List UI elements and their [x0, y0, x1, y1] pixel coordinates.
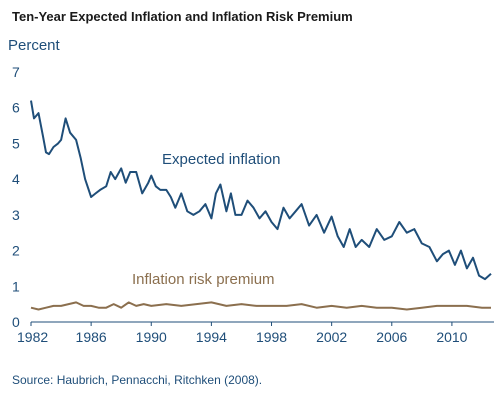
x-tick-label: 2006: [376, 329, 407, 345]
series-line-inflation-risk-premium: [30, 301, 491, 311]
x-tick-label: 1998: [256, 329, 287, 345]
x-tick-label: 2010: [436, 329, 467, 345]
x-axis-ticks: 1982 1986 1990 1994 1998 2002 2006 2010: [17, 322, 468, 345]
x-tick-label: 1990: [136, 329, 167, 345]
series-line-expected-inflation: [30, 100, 492, 281]
y-tick-label: 1: [12, 278, 20, 294]
x-tick-label: 1994: [196, 329, 227, 345]
x-tick-label: 1986: [76, 329, 107, 345]
y-tick-label: 4: [12, 171, 20, 187]
series-label-inflation-risk-premium: Inflation risk premium: [132, 271, 275, 288]
series-label-expected-inflation: Expected inflation: [162, 151, 280, 168]
source-note: Source: Haubrich, Pennacchi, Ritchken (2…: [12, 373, 262, 387]
y-tick-label: 0: [12, 314, 20, 330]
y-axis-unit-label: Percent: [8, 37, 61, 54]
x-tick-label: 2002: [316, 329, 347, 345]
chart-title: Ten-Year Expected Inflation and Inflatio…: [12, 9, 353, 24]
y-tick-label: 7: [12, 64, 20, 80]
y-tick-label: 6: [12, 100, 20, 116]
y-axis-ticks: 0 1 2 3 4 5 6 7: [12, 64, 20, 330]
y-tick-label: 3: [12, 207, 20, 223]
y-tick-label: 2: [12, 243, 20, 259]
y-tick-label: 5: [12, 135, 20, 151]
x-tick-label: 1982: [17, 329, 48, 345]
